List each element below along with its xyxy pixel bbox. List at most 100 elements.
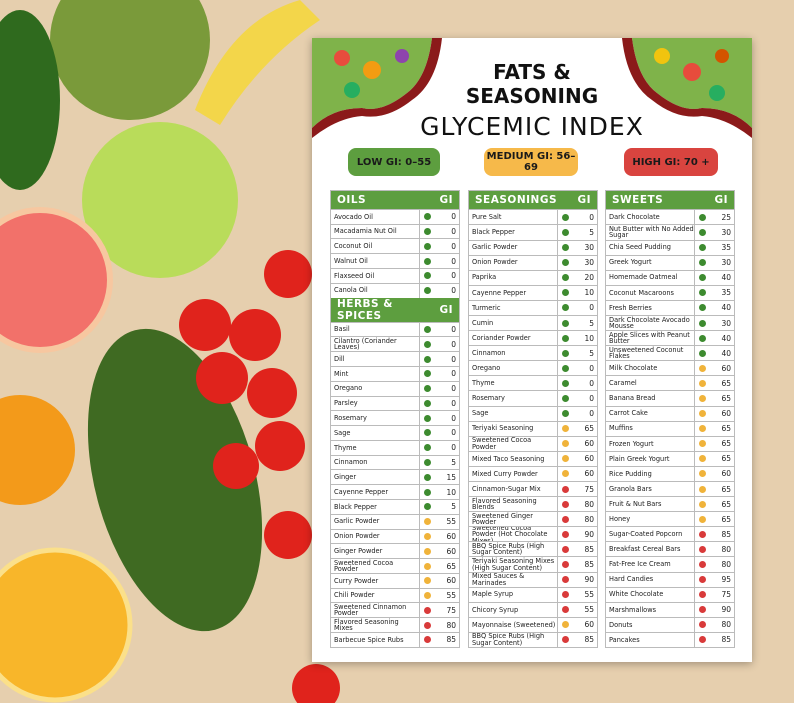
- food-name: Ginger: [334, 473, 357, 482]
- gi-cell: 65: [694, 376, 734, 391]
- gi-cell: 60: [557, 617, 597, 632]
- gi-cell: 0: [419, 426, 459, 440]
- food-row: Garlic Powder 30: [469, 239, 597, 255]
- gi-cell: 0: [419, 269, 459, 283]
- gi-value: 5: [589, 318, 594, 328]
- gi-cell: 0: [419, 352, 459, 366]
- gi-value: 75: [721, 590, 731, 600]
- gi-dot: [699, 274, 706, 282]
- gi-dot: [562, 606, 569, 614]
- food-row: Black Pepper 5: [469, 224, 597, 240]
- gi-dot: [699, 425, 706, 433]
- food-row: Chicory Syrup 55: [469, 601, 597, 617]
- gi-value: 0: [451, 354, 456, 364]
- gi-cell: 0: [557, 391, 597, 406]
- food-row: Fat-Free Ice Cream 80: [606, 556, 734, 572]
- gi-value: 80: [721, 544, 731, 554]
- gi-value: 0: [589, 212, 594, 222]
- gi-value: 0: [589, 363, 594, 373]
- pepper: [0, 10, 60, 190]
- gi-cell: 65: [694, 451, 734, 466]
- gi-value: 75: [446, 605, 456, 615]
- food-name: Sweetened Cocoa Powder: [472, 436, 532, 451]
- food-name: Fruit & Nut Bars: [609, 499, 662, 508]
- food-name: Pancakes: [609, 635, 640, 644]
- gi-value: 0: [451, 325, 456, 334]
- food-name: Mint: [334, 369, 349, 378]
- food-row: Maple Syrup 55: [469, 586, 597, 602]
- banana: [195, 0, 320, 125]
- gi-dot: [562, 500, 569, 508]
- gi-dot: [562, 379, 569, 387]
- section-title: HERBS & SPICES: [337, 297, 393, 322]
- food-row: Coconut Oil 0: [331, 238, 459, 254]
- gi-dot: [562, 515, 569, 523]
- gi-value: 0: [451, 443, 456, 453]
- table-column: SWEETS GI Dark Chocolate 25 Nut Butter with …: [605, 190, 735, 648]
- gi-cell: 75: [694, 587, 734, 602]
- gi-value: 65: [446, 561, 456, 571]
- food-row: Cilantro (Coriander Leaves) 0: [331, 336, 459, 352]
- gi-cell: 40: [694, 331, 734, 346]
- food-name: Cilantro (Coriander Leaves): [334, 337, 397, 352]
- gi-cell: 80: [694, 557, 734, 572]
- food-name: Fresh Berries: [609, 303, 652, 312]
- gi-dot: [699, 606, 706, 614]
- food-row: Nut Butter with No Added Sugar 30: [606, 224, 734, 240]
- food-name: Teriyaki Seasoning Mixes (High Sugar Con…: [472, 557, 555, 572]
- gi-value: 35: [721, 288, 731, 298]
- food-name: Flavored Seasoning Mixes: [334, 618, 399, 633]
- gi-cell: 0: [557, 300, 597, 315]
- food-name: Cayenne Pepper: [472, 288, 527, 297]
- gi-dot: [699, 410, 706, 418]
- gi-dot: [562, 259, 569, 267]
- gi-dot: [562, 455, 569, 463]
- food-name: Thyme: [472, 379, 495, 388]
- gi-dot: [699, 364, 706, 372]
- gi-value: 65: [721, 378, 731, 388]
- subtitle: GLYCEMIC INDEX: [420, 112, 644, 141]
- food-row: Sage 0: [469, 405, 597, 421]
- food-name: Curry Powder: [334, 576, 379, 585]
- gi-cell: 80: [694, 617, 734, 632]
- gi-cell: 5: [557, 346, 597, 361]
- food-name: Coconut Macaroons: [609, 288, 674, 297]
- food-name: Chia Seed Pudding: [609, 243, 671, 252]
- food-row: Cayenne Pepper 10: [331, 484, 459, 499]
- gi-dot: [562, 274, 569, 282]
- food-name: Onion Powder: [334, 532, 380, 541]
- gi-value: 65: [721, 484, 731, 494]
- gi-cell: 10: [557, 285, 597, 300]
- gi-dot: [562, 576, 569, 584]
- food-name: Marshmallows: [609, 605, 657, 614]
- food-name: Cumin: [472, 318, 494, 327]
- food-row: White Chocolate 75: [606, 586, 734, 602]
- food-row: Fresh Berries 40: [606, 299, 734, 315]
- food-name: Muffins: [609, 424, 633, 433]
- gi-dot: [562, 470, 569, 478]
- food-name: Walnut Oil: [334, 256, 368, 265]
- gi-cell: 0: [557, 376, 597, 391]
- food-name: Teriyaki Seasoning: [472, 424, 534, 433]
- food-row: Unsweetened Coconut Flakes 40: [606, 345, 734, 361]
- food-name: Sweetened Ginger Powder: [472, 512, 533, 527]
- gi-cell: 65: [694, 497, 734, 512]
- gi-value: 90: [721, 605, 731, 615]
- food-row: Flavored Seasoning Mixes 80: [331, 617, 459, 633]
- food-row: Mixed Curry Powder 60: [469, 465, 597, 481]
- gi-value: 25: [721, 212, 731, 222]
- gi-cell: 35: [694, 285, 734, 300]
- food-name: Carrot Cake: [609, 409, 648, 418]
- gi-value: 0: [451, 384, 456, 394]
- gi-cell: 65: [694, 391, 734, 406]
- gi-cell: 25: [694, 210, 734, 225]
- gi-dot: [424, 459, 431, 467]
- gi-cell: 65: [694, 482, 734, 497]
- food-row: Mixed Sauces & Marinades 90: [469, 571, 597, 587]
- gi-cell: 0: [419, 283, 459, 298]
- gi-value: 30: [584, 258, 594, 268]
- gi-value: 10: [446, 487, 456, 497]
- gi-value: 60: [584, 620, 594, 630]
- food-row: Paprika 20: [469, 269, 597, 285]
- gi-dot: [424, 473, 431, 481]
